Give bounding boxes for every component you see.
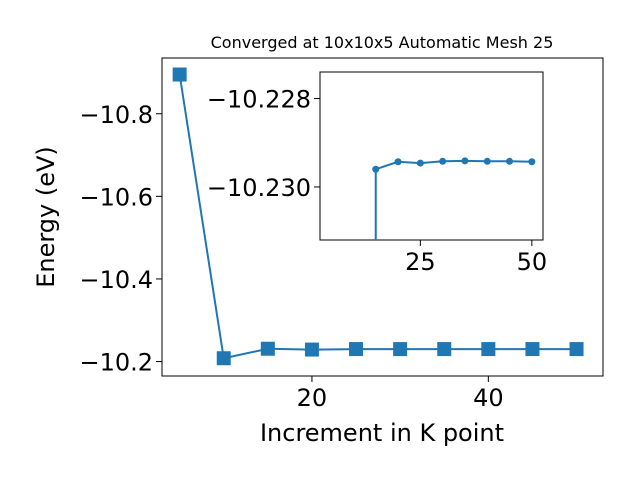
inset-plot: 25 50 −10.230 −10.228 (207, 71, 548, 276)
inset-x-tick-label: 50 (517, 248, 548, 276)
main-data-point (393, 342, 408, 357)
inset-data-point (372, 165, 380, 173)
x-axis-label: Increment in K point (260, 419, 504, 447)
main-data-point (349, 342, 364, 357)
inset-data-point (394, 158, 402, 166)
main-x-tick-label: 40 (473, 384, 504, 412)
inset-data-point (439, 157, 447, 165)
main-y-tick-label: −10.6 (79, 183, 153, 211)
inset-x-tick-label: 25 (405, 248, 436, 276)
inset-data-point (461, 157, 469, 165)
main-series-line (178, 74, 577, 360)
main-data-point (304, 342, 319, 357)
main-y-tick-label: −10.2 (79, 349, 153, 377)
main-data-point (260, 341, 275, 356)
inset-data-point (528, 158, 536, 166)
main-data-point (525, 342, 540, 357)
main-x-tick-label: 20 (297, 384, 328, 412)
inset-data-point (483, 157, 491, 165)
main-data-point (437, 342, 452, 357)
y-axis-label: Energy (eV) (32, 146, 60, 288)
main-data-point (481, 342, 496, 357)
main-data-point (216, 351, 231, 366)
main-plot-frame (161, 57, 604, 377)
inset-y-tick-label: −10.230 (207, 174, 311, 202)
inset-data-point (506, 157, 514, 165)
inset-plot-frame (319, 71, 544, 241)
main-data-point (172, 67, 187, 82)
chart-title: Converged at 10x10x5 Automatic Mesh 25 (211, 33, 554, 52)
inset-y-tick-label: −10.228 (207, 86, 311, 114)
main-y-tick-label: −10.8 (79, 101, 153, 129)
main-data-point (569, 342, 584, 357)
main-y-tick-label: −10.4 (79, 266, 153, 294)
main-plot: 20 40 −10.2 −10.4 −10.6 −10.8 (79, 57, 604, 412)
inset-data-point (416, 159, 424, 167)
